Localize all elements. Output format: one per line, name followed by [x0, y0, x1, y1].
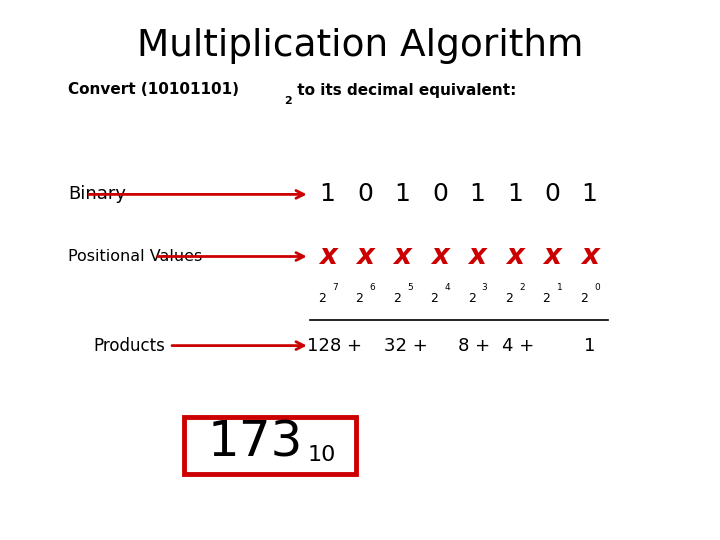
Text: x: x [356, 242, 374, 271]
Text: Positional Values: Positional Values [68, 249, 202, 264]
Text: x: x [394, 242, 411, 271]
Text: to its decimal equivalent:: to its decimal equivalent: [292, 83, 516, 98]
Text: 4 +: 4 + [503, 336, 534, 355]
Text: 2: 2 [543, 292, 550, 305]
Text: 10: 10 [307, 445, 336, 465]
Text: 2: 2 [356, 292, 363, 305]
Text: 1: 1 [582, 183, 598, 206]
Text: 2: 2 [505, 292, 513, 305]
Text: 1: 1 [395, 183, 410, 206]
Text: 2: 2 [284, 96, 292, 106]
Text: x: x [431, 242, 449, 271]
Text: Products: Products [94, 336, 166, 355]
Text: 8 +: 8 + [458, 336, 490, 355]
Text: 1: 1 [469, 183, 485, 206]
Text: 2: 2 [580, 292, 588, 305]
Text: 2: 2 [468, 292, 475, 305]
Text: 32 +: 32 + [384, 336, 428, 355]
Text: 2: 2 [393, 292, 400, 305]
Text: 5: 5 [407, 283, 413, 292]
Text: x: x [506, 242, 523, 271]
Text: 1: 1 [584, 336, 595, 355]
Text: 0: 0 [544, 183, 560, 206]
Text: 7: 7 [332, 283, 338, 292]
Text: x: x [319, 242, 336, 271]
Text: 2: 2 [318, 292, 325, 305]
Text: 2: 2 [431, 292, 438, 305]
Text: 0: 0 [357, 183, 373, 206]
Text: x: x [581, 242, 598, 271]
Text: 173: 173 [208, 419, 303, 467]
Text: Multiplication Algorithm: Multiplication Algorithm [137, 28, 583, 64]
Text: 1: 1 [557, 283, 562, 292]
Text: 6: 6 [369, 283, 375, 292]
Text: 0: 0 [432, 183, 448, 206]
Text: 2: 2 [519, 283, 525, 292]
Text: Convert (10101101): Convert (10101101) [68, 83, 239, 98]
Text: 1: 1 [507, 183, 523, 206]
Text: 4: 4 [444, 283, 450, 292]
Text: 1: 1 [320, 183, 336, 206]
Text: x: x [469, 242, 486, 271]
Text: 0: 0 [594, 283, 600, 292]
Text: x: x [544, 242, 561, 271]
Text: 128 +: 128 + [307, 336, 362, 355]
Text: Binary: Binary [68, 185, 127, 204]
Text: 3: 3 [482, 283, 487, 292]
FancyBboxPatch shape [184, 417, 356, 474]
